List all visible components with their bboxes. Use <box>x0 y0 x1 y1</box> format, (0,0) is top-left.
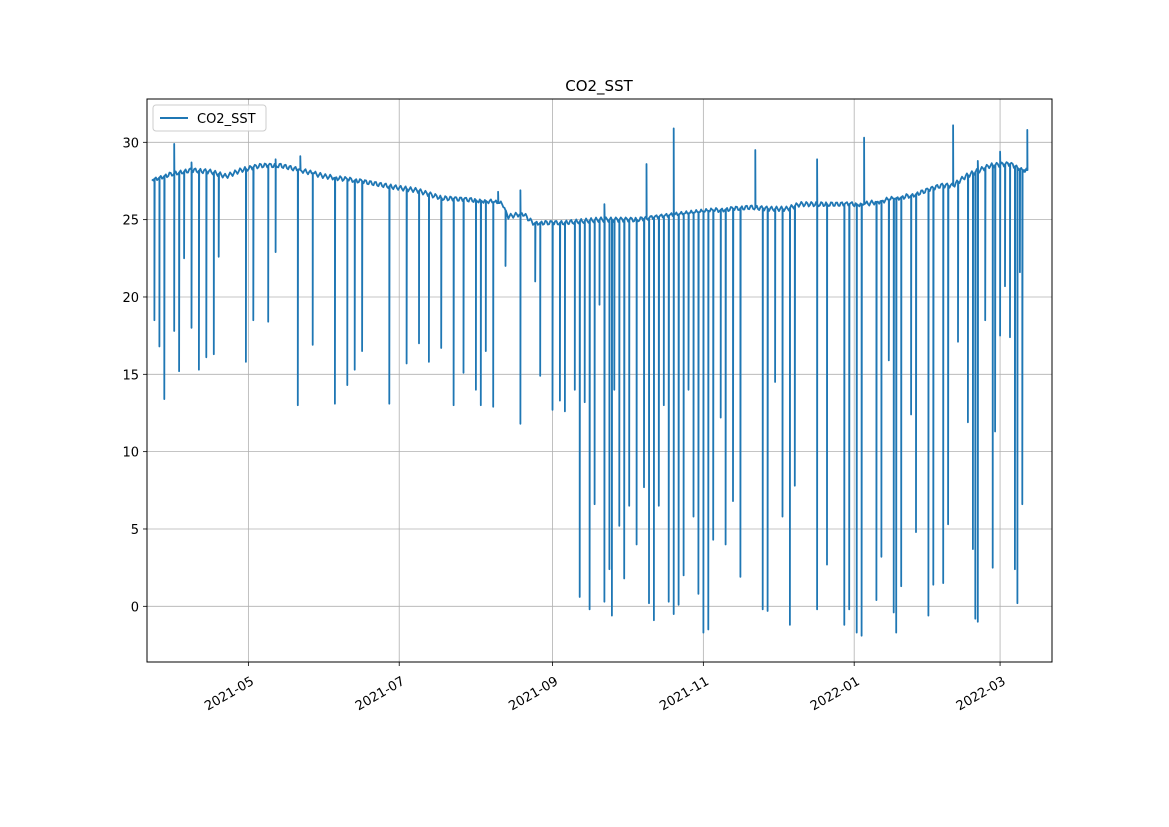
plot-area-frame <box>146 98 1053 663</box>
chart-title: CO2_SST <box>565 77 633 96</box>
y-tick-label: 30 <box>122 136 139 151</box>
y-tick-label: 10 <box>122 446 139 461</box>
series-co2-sst <box>151 124 1029 637</box>
y-tick-label: 5 <box>131 523 139 538</box>
series-line-co2-sst <box>151 124 1029 637</box>
y-axis: 0 5 10 15 20 25 30 <box>122 136 147 615</box>
legend-label: CO2_SST <box>197 112 256 127</box>
y-tick-label: 20 <box>122 291 139 306</box>
y-tick-label: 25 <box>122 214 139 229</box>
y-tick-label: 15 <box>122 368 139 383</box>
legend: CO2_SST <box>152 104 267 132</box>
y-tick-label: 0 <box>131 600 139 615</box>
legend-box <box>152 104 267 132</box>
